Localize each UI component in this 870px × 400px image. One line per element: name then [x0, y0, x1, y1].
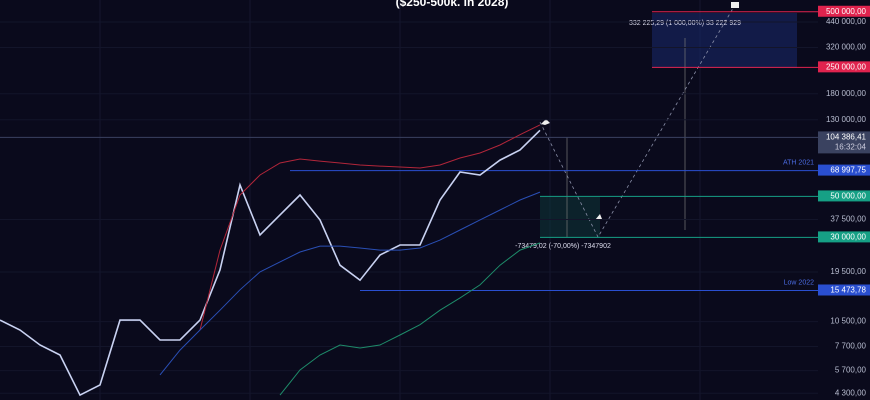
- y-tick-label: 5 700,00: [835, 366, 867, 375]
- y-tick-label: 19 500,00: [830, 267, 866, 276]
- level-label: 30 000,00: [830, 233, 866, 242]
- annotation: -73479,02 (-70,00%) -7347902: [515, 243, 611, 250]
- y-tick-label: 180 000,00: [826, 89, 867, 98]
- level-label: 500 000,00: [826, 7, 867, 16]
- y-tick-label: 37 500,00: [830, 215, 866, 224]
- level-label: 250 000,00: [826, 62, 867, 71]
- level-box: [818, 190, 870, 202]
- level-box: [818, 164, 870, 176]
- y-tick-label: 130 000,00: [826, 115, 867, 124]
- level-time: 16:32:04: [835, 143, 867, 152]
- price-line: [0, 129, 541, 397]
- level-box: [818, 231, 870, 243]
- level-label: 50 000,00: [830, 192, 866, 201]
- chart-title: ($250-500k. in 2028): [396, 0, 509, 9]
- y-tick-label: 320 000,00: [826, 43, 867, 52]
- drop-box: [540, 197, 600, 237]
- moving-average: [279, 242, 541, 396]
- y-tick-label: 7 700,00: [835, 342, 867, 351]
- y-tick-label: 4 300,00: [835, 388, 867, 397]
- level-name: Low 2022: [784, 279, 814, 286]
- y-tick-label: 10 500,00: [830, 317, 866, 326]
- level-label: 104 386,41: [826, 133, 867, 142]
- moving-average: [159, 191, 541, 376]
- level-name: ATH 2021: [783, 159, 814, 166]
- level-label: 68 997,75: [830, 166, 866, 175]
- level-box: [818, 61, 870, 73]
- level-box: [818, 131, 870, 154]
- moving-average: [199, 124, 541, 331]
- level-box: [818, 284, 870, 296]
- y-tick-label: 440 000,00: [826, 17, 867, 26]
- annotation: 332 225,29 (1 000,00%) 33 222 929: [629, 20, 741, 27]
- level-label: 15 473,78: [830, 286, 866, 295]
- level-box: [818, 5, 870, 17]
